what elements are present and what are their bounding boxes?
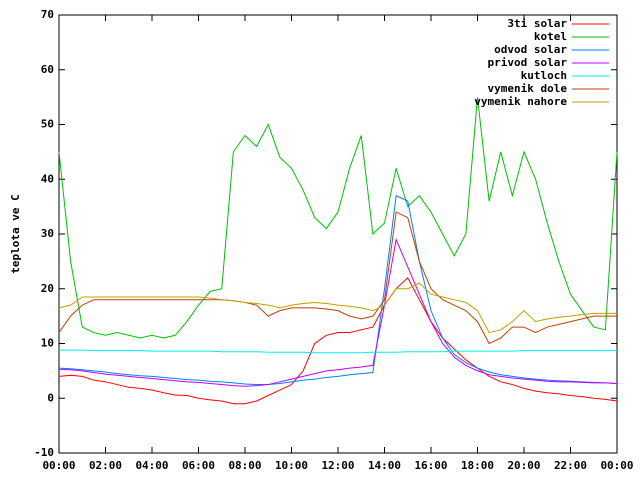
- y-tick-label: 10: [41, 337, 54, 350]
- series-line: [58, 194, 618, 386]
- x-tick-label: 06:00: [182, 459, 215, 472]
- legend-label: odvod solar: [494, 43, 567, 56]
- series-line: [58, 282, 617, 334]
- y-tick-label: 30: [41, 227, 54, 240]
- y-tick-label: -10: [34, 446, 54, 459]
- x-tick-label: 08:00: [228, 459, 261, 472]
- y-tick-label: 50: [41, 118, 54, 131]
- x-tick-label: 00:00: [42, 459, 75, 472]
- y-tick-label: 0: [47, 391, 54, 404]
- series-line: [58, 237, 618, 387]
- y-axis-label: teplota ve C: [9, 194, 22, 273]
- legend-label: kutloch: [521, 69, 567, 82]
- legend-label: privod solar: [488, 56, 568, 69]
- series-line: [58, 97, 618, 339]
- x-tick-label: 00:00: [600, 459, 633, 472]
- legend-label: vymenik dole: [488, 82, 568, 95]
- legend-label: 3ti solar: [507, 17, 567, 30]
- y-tick-label: 70: [41, 8, 54, 21]
- y-tick-label: 20: [41, 282, 54, 295]
- x-tick-label: 20:00: [507, 459, 540, 472]
- x-tick-label: 12:00: [321, 459, 354, 472]
- x-tick-label: 16:00: [414, 459, 447, 472]
- legend-label: kotel: [534, 30, 567, 43]
- x-tick-label: 02:00: [89, 459, 122, 472]
- series-line: [59, 349, 617, 354]
- x-tick-label: 18:00: [461, 459, 494, 472]
- x-tick-label: 10:00: [275, 459, 308, 472]
- legend-label: vymenik nahore: [474, 95, 567, 108]
- series-line: [58, 211, 617, 345]
- y-tick-label: 60: [41, 63, 54, 76]
- x-tick-label: 14:00: [368, 459, 401, 472]
- y-tick-label: 40: [41, 172, 54, 185]
- x-tick-label: 22:00: [554, 459, 587, 472]
- series-line: [58, 276, 618, 405]
- x-tick-label: 04:00: [135, 459, 168, 472]
